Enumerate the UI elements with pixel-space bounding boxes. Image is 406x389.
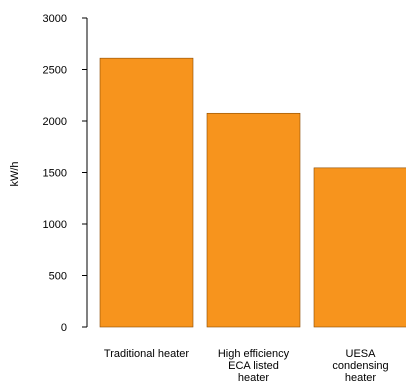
bar (99, 57, 194, 328)
y-tick-label: 500 (49, 271, 67, 283)
y-tick-label: 0 (61, 322, 67, 334)
y-tick-label: 2000 (43, 116, 67, 128)
y-axis-ticks: 0 500 1000 1500 2000 2500 3000 (43, 13, 87, 334)
y-tick-label: 2500 (43, 65, 67, 77)
category-label: High efficiency ECA listed heater (218, 348, 290, 384)
y-axis-title: kW/h (9, 161, 21, 186)
y-tick-label: 1000 (43, 219, 67, 231)
category-labels: Traditional heater High efficiency ECA lis… (104, 348, 389, 384)
category-label-line: High efficiency (218, 348, 290, 360)
category-label-line: UESA (346, 348, 377, 360)
bar (206, 112, 301, 328)
category-label-line: condensing (332, 360, 388, 372)
category-label: UESA condensing heater (332, 348, 388, 384)
category-label-line: heater (238, 372, 270, 384)
category-label-line: heater (345, 372, 377, 384)
category-label: Traditional heater (104, 348, 190, 360)
y-tick-label: 3000 (43, 13, 67, 25)
bars (99, 57, 406, 328)
bar (313, 167, 406, 328)
category-label-line: Traditional heater (104, 348, 190, 360)
y-tick-label: 1500 (43, 168, 67, 180)
category-label-line: ECA listed (228, 360, 279, 372)
